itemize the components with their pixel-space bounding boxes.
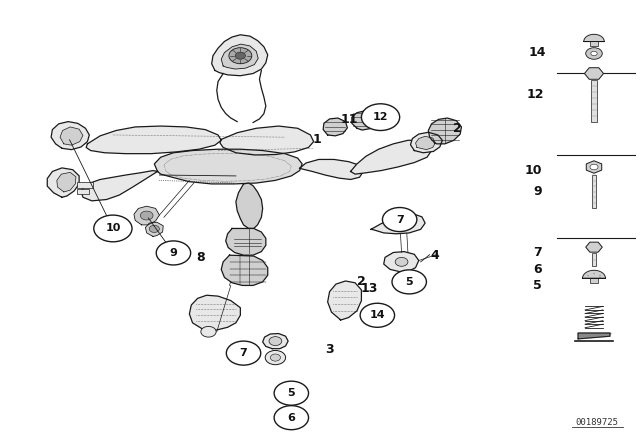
Text: 9: 9 — [170, 248, 177, 258]
Polygon shape — [323, 118, 348, 136]
Circle shape — [94, 215, 132, 242]
Circle shape — [591, 51, 597, 56]
Text: 4: 4 — [430, 249, 439, 262]
Bar — [592, 175, 596, 208]
Polygon shape — [582, 270, 605, 278]
Circle shape — [265, 350, 285, 365]
Bar — [589, 42, 598, 46]
Polygon shape — [584, 68, 604, 79]
Polygon shape — [57, 172, 76, 192]
Text: 10: 10 — [524, 164, 541, 177]
Polygon shape — [384, 252, 419, 272]
Text: 3: 3 — [325, 343, 334, 356]
Text: 2: 2 — [357, 276, 366, 289]
Circle shape — [149, 225, 159, 233]
Circle shape — [362, 104, 399, 130]
Circle shape — [395, 258, 408, 266]
Bar — [77, 189, 90, 194]
Polygon shape — [328, 281, 362, 320]
Text: 13: 13 — [361, 282, 378, 295]
Circle shape — [590, 164, 598, 170]
Polygon shape — [221, 44, 258, 69]
Polygon shape — [51, 121, 90, 150]
Text: 6: 6 — [533, 263, 541, 276]
Text: 5: 5 — [405, 277, 413, 287]
Circle shape — [274, 381, 308, 405]
Polygon shape — [189, 295, 241, 331]
Text: 1: 1 — [312, 133, 321, 146]
Circle shape — [360, 303, 394, 327]
Polygon shape — [352, 111, 378, 130]
Polygon shape — [221, 255, 268, 285]
Circle shape — [227, 341, 260, 365]
Polygon shape — [351, 140, 431, 174]
Polygon shape — [586, 161, 602, 173]
Polygon shape — [145, 222, 163, 237]
Bar — [589, 278, 598, 283]
Polygon shape — [371, 214, 425, 234]
Text: 12: 12 — [372, 112, 388, 122]
Text: 14: 14 — [369, 310, 385, 320]
Polygon shape — [47, 168, 79, 197]
Polygon shape — [212, 35, 268, 76]
Circle shape — [236, 52, 246, 59]
Circle shape — [201, 327, 216, 337]
Polygon shape — [81, 171, 157, 201]
Polygon shape — [586, 242, 602, 252]
Text: 11: 11 — [340, 113, 358, 126]
Circle shape — [156, 241, 191, 265]
Polygon shape — [134, 206, 159, 225]
Text: 6: 6 — [287, 413, 295, 422]
Polygon shape — [262, 333, 288, 349]
Text: 7: 7 — [533, 246, 541, 259]
Text: 7: 7 — [396, 215, 404, 224]
Polygon shape — [584, 34, 604, 42]
Text: 8: 8 — [196, 251, 205, 264]
Polygon shape — [60, 127, 83, 145]
Text: 5: 5 — [287, 388, 295, 398]
Polygon shape — [220, 126, 314, 155]
Circle shape — [392, 270, 426, 294]
Text: 00189725: 00189725 — [576, 418, 619, 426]
Text: 7: 7 — [239, 348, 248, 358]
Text: 12: 12 — [527, 88, 544, 101]
Circle shape — [269, 336, 282, 345]
Bar — [591, 80, 596, 122]
Circle shape — [270, 354, 280, 361]
Polygon shape — [428, 118, 461, 144]
Polygon shape — [86, 126, 221, 154]
Bar — [77, 182, 93, 188]
Circle shape — [274, 405, 308, 430]
Polygon shape — [578, 333, 610, 339]
Circle shape — [383, 207, 417, 232]
Polygon shape — [415, 136, 435, 150]
Circle shape — [140, 211, 153, 220]
Text: 9: 9 — [533, 185, 541, 198]
Polygon shape — [236, 183, 262, 228]
Text: 10: 10 — [105, 224, 120, 233]
Text: 2: 2 — [452, 122, 461, 135]
Circle shape — [586, 47, 602, 59]
Polygon shape — [226, 228, 266, 255]
Polygon shape — [154, 149, 302, 184]
Circle shape — [229, 47, 252, 64]
Polygon shape — [300, 159, 364, 180]
Polygon shape — [410, 132, 442, 153]
Text: 14: 14 — [529, 46, 546, 59]
Bar — [592, 253, 596, 266]
Text: 5: 5 — [533, 279, 541, 292]
